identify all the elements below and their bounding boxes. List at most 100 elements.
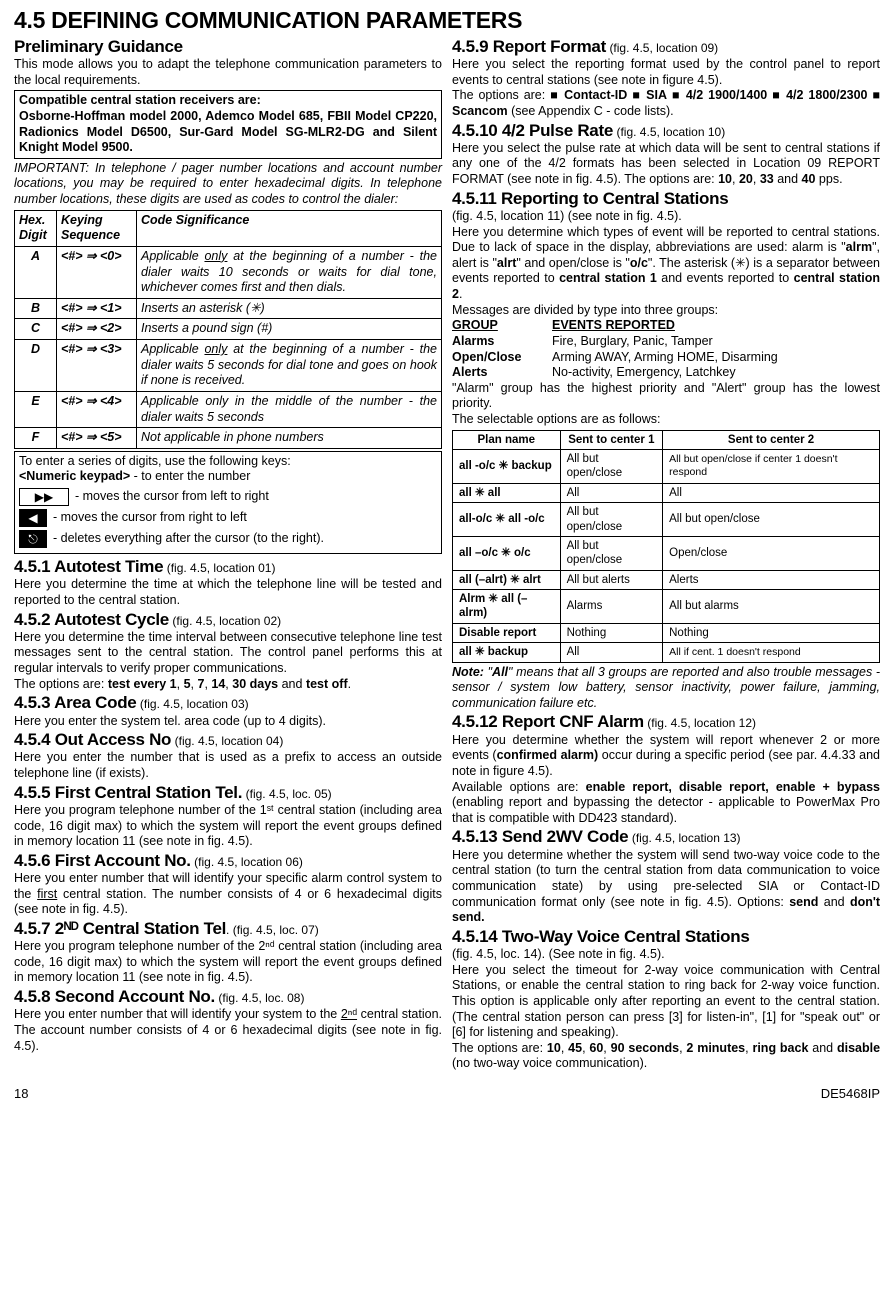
plan-cell: all (–alrt) ✳ alrt (453, 570, 561, 589)
plan-cell: Alrm ✳ all (–alrm) (453, 590, 561, 624)
s4514-sub: (fig. 4.5, loc. 14). (See note in fig. 4… (452, 947, 880, 963)
plan-th: Sent to center 1 (560, 430, 663, 449)
plan-cell: all -o/c ✳ backup (453, 450, 561, 484)
s457-loc: . (fig. 4.5, loc. 07) (226, 923, 319, 937)
keys-num: <Numeric keypad> - to enter the number (19, 469, 437, 485)
right-column: 4.5.9 Report Format (fig. 4.5, location … (452, 36, 880, 1072)
s459-p1: Here you select the reporting format use… (452, 57, 880, 88)
plan-cell: All if cent. 1 doesn't respond (663, 643, 880, 662)
plan-cell: all ✳ all (453, 483, 561, 502)
right-arrow-icon: ▶▶ (19, 488, 69, 506)
s452-loc: (fig. 4.5, location 02) (172, 614, 281, 628)
s451-p: Here you determine the time at which the… (14, 577, 442, 608)
s451-h: 4.5.1 Autotest Time (14, 557, 163, 576)
plan-cell: Nothing (560, 623, 663, 642)
s453-h: 4.5.3 Area Code (14, 693, 136, 712)
s457-p: Here you program telephone number of the… (14, 939, 442, 986)
s452-p1: Here you determine the time interval bet… (14, 630, 442, 677)
keys-intro: To enter a series of digits, use the fol… (19, 454, 437, 470)
hex-cell: <#> ⇒ <3> (57, 340, 137, 392)
plan-cell: All but open/close (560, 450, 663, 484)
hex-cell: E (15, 391, 57, 427)
s459-loc: (fig. 4.5, location 09) (609, 41, 718, 55)
s4510-h: 4.5.10 4/2 Pulse Rate (452, 121, 613, 140)
s451-loc: (fig. 4.5, location 01) (167, 561, 276, 575)
plan-cell: all ✳ backup (453, 643, 561, 662)
section-title: 4.5 DEFINING COMMUNICATION PARAMETERS (14, 6, 880, 35)
s458-p: Here you enter number that will identify… (14, 1007, 442, 1054)
plan-th: Sent to center 2 (663, 430, 880, 449)
group-label: Alerts (452, 365, 552, 381)
group-label: Open/Close (452, 350, 552, 366)
s4512-p1: Here you determine whether the system wi… (452, 733, 880, 780)
hex-cell: B (15, 298, 57, 319)
doc-id: DE5468IP (821, 1086, 880, 1102)
hex-cell: Not applicable in phone numbers (137, 428, 442, 449)
hex-cell: <#> ⇒ <5> (57, 428, 137, 449)
s456-h: 4.5.6 First Account No. (14, 851, 191, 870)
s4510-loc: (fig. 4.5, location 10) (616, 125, 725, 139)
plan-table: Plan name Sent to center 1 Sent to cente… (452, 430, 880, 663)
s455-p: Here you program telephone number of the… (14, 803, 442, 850)
s453-p: Here you enter the system tel. area code… (14, 714, 442, 730)
s454-p: Here you enter the number that is used a… (14, 750, 442, 781)
plan-cell: Alerts (663, 570, 880, 589)
s4512-p2: Available options are: enable report, di… (452, 780, 880, 827)
compat-box: Compatible central station receivers are… (14, 90, 442, 159)
plan-cell: Alarms (560, 590, 663, 624)
keys-r3: - deletes everything after the cursor (t… (53, 531, 324, 547)
plan-cell: all –o/c ✳ o/c (453, 536, 561, 570)
s4511-p4: The selectable options are as follows: (452, 412, 880, 428)
hex-table: Hex. Digit Keying Sequence Code Signific… (14, 210, 442, 449)
s4511-sub: (fig. 4.5, location 11) (see note in fig… (452, 209, 880, 225)
page-footer: 18 DE5468IP (14, 1086, 880, 1102)
s4511-h: 4.5.11 Reporting to Central Stations (452, 188, 880, 209)
compat-text: Osborne-Hoffman model 2000, Ademco Model… (19, 109, 437, 156)
s4512-h: 4.5.12 Report CNF Alarm (452, 712, 644, 731)
s453-loc: (fig. 4.5, location 03) (140, 697, 249, 711)
hex-th-key: Keying Sequence (57, 210, 137, 246)
plan-cell: all-o/c ✳ all -o/c (453, 503, 561, 537)
plan-cell: All but open/close if center 1 doesn't r… (663, 450, 880, 484)
plan-cell: All (663, 483, 880, 502)
left-column: Preliminary Guidance This mode allows yo… (14, 36, 442, 1072)
hex-cell: Applicable only in the middle of the num… (137, 391, 442, 427)
s4513-loc: (fig. 4.5, location 13) (632, 831, 741, 845)
hex-th-digit: Hex. Digit (15, 210, 57, 246)
group-val: Fire, Burglary, Panic, Tamper (552, 334, 713, 350)
hex-th-sig: Code Significance (137, 210, 442, 246)
s459-h: 4.5.9 Report Format (452, 37, 606, 56)
s4511-note: Note: "All" means that all 3 groups are … (452, 665, 880, 712)
group-val: No-activity, Emergency, Latchkey (552, 365, 736, 381)
important-note: IMPORTANT: In telephone / pager number l… (14, 161, 442, 208)
hex-cell: Inserts an asterisk (✳) (137, 298, 442, 319)
prelim-heading: Preliminary Guidance (14, 36, 442, 57)
delete-icon: ⎋ (19, 530, 47, 548)
plan-cell: All but open/close (560, 536, 663, 570)
s458-loc: (fig. 4.5, loc. 08) (218, 991, 304, 1005)
hex-cell: Applicable only at the beginning of a nu… (137, 246, 442, 298)
s4512-loc: (fig. 4.5, location 12) (647, 716, 756, 730)
s4510-p: Here you select the pulse rate at which … (452, 141, 880, 188)
s4511-p2: Messages are divided by type into three … (452, 303, 880, 319)
s455-loc: (fig. 4.5, loc. 05) (246, 787, 332, 801)
s4513-p: Here you determine whether the system wi… (452, 848, 880, 926)
prelim-text: This mode allows you to adapt the teleph… (14, 57, 442, 88)
hex-cell: <#> ⇒ <4> (57, 391, 137, 427)
plan-cell: Disable report (453, 623, 561, 642)
s452-p2: The options are: test every 1, 5, 7, 14,… (14, 677, 442, 693)
compat-heading: Compatible central station receivers are… (19, 93, 437, 109)
hex-cell: <#> ⇒ <0> (57, 246, 137, 298)
hex-cell: <#> ⇒ <2> (57, 319, 137, 340)
s4513-h: 4.5.13 Send 2WV Code (452, 827, 628, 846)
hex-cell: F (15, 428, 57, 449)
s454-loc: (fig. 4.5, location 04) (175, 734, 284, 748)
s4514-p2: The options are: 10, 45, 60, 90 seconds,… (452, 1041, 880, 1072)
plan-cell: All (560, 483, 663, 502)
group-label: Alarms (452, 334, 552, 350)
hex-cell: <#> ⇒ <1> (57, 298, 137, 319)
s456-loc: (fig. 4.5, location 06) (194, 855, 303, 869)
s4514-p1: Here you select the timeout for 2-way vo… (452, 963, 880, 1041)
group-h1: GROUP (452, 318, 552, 334)
s458-h: 4.5.8 Second Account No. (14, 987, 215, 1006)
